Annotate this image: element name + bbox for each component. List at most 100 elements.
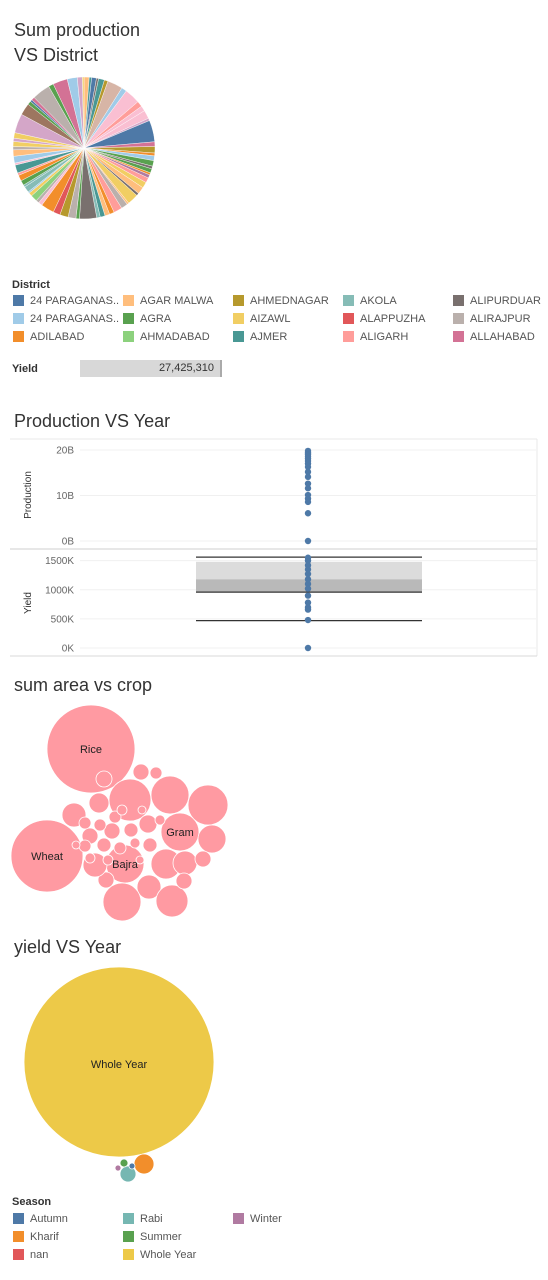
- district-legend-item[interactable]: 24 PARAGANAS..: [13, 312, 119, 326]
- district-legend-swatch: [343, 295, 354, 306]
- district-legend-item[interactable]: AKOLA: [343, 294, 397, 308]
- crop-bubble[interactable]: [89, 793, 109, 813]
- season-legend-item[interactable]: Whole Year: [123, 1248, 196, 1262]
- scatter-point[interactable]: [305, 585, 311, 591]
- crop-bubble[interactable]: [133, 764, 149, 780]
- crop-bubble[interactable]: [103, 883, 141, 921]
- y-axis-title: Yield: [23, 592, 34, 614]
- crop-bubble[interactable]: [173, 851, 197, 875]
- production-year-chart[interactable]: 20B 10B 0B Production 1500K 1000K 500K 0K Yield: [0, 438, 548, 660]
- crop-bubble[interactable]: [104, 823, 120, 839]
- crop-bubble[interactable]: [143, 838, 157, 852]
- crop-bubble[interactable]: [72, 841, 80, 849]
- season-legend-label: Autumn: [30, 1213, 68, 1225]
- district-legend-item[interactable]: AJMER: [233, 330, 287, 344]
- season-bubble[interactable]: [134, 1154, 154, 1174]
- scatter-point[interactable]: [305, 485, 311, 491]
- district-legend-item[interactable]: ALAPPUZHA: [343, 312, 425, 326]
- district-legend-swatch: [123, 313, 134, 324]
- season-legend-label: Kharif: [30, 1231, 59, 1243]
- season-legend-label: Whole Year: [140, 1249, 196, 1261]
- crop-bubble[interactable]: [139, 815, 157, 833]
- pie-title-line1: Sum production: [14, 18, 140, 43]
- crop-bubble[interactable]: [155, 815, 165, 825]
- district-legend-label: ALIGARH: [360, 331, 408, 343]
- crop-bubble[interactable]: [97, 838, 111, 852]
- crop-bubble[interactable]: [96, 771, 112, 787]
- district-legend-swatch: [343, 313, 354, 324]
- district-legend-item[interactable]: ALLAHABAD: [453, 330, 535, 344]
- season-legend-item[interactable]: Summer: [123, 1230, 182, 1244]
- district-legend-item[interactable]: 24 PARAGANAS..: [13, 294, 119, 308]
- crop-bubble[interactable]: [79, 817, 91, 829]
- crop-bubble[interactable]: [79, 840, 91, 852]
- season-legend-swatch: [233, 1213, 244, 1224]
- scatter-point[interactable]: [305, 606, 311, 612]
- district-legend-swatch: [123, 295, 134, 306]
- district-legend-swatch: [343, 331, 354, 342]
- season-legend-label: Summer: [140, 1231, 182, 1243]
- crop-bubble[interactable]: [114, 842, 126, 854]
- crop-bubble[interactable]: [130, 838, 140, 848]
- district-legend-item[interactable]: ADILABAD: [13, 330, 84, 344]
- season-legend-item[interactable]: Kharif: [13, 1230, 59, 1244]
- y-tick-label: 0K: [62, 644, 75, 655]
- district-legend-label: 24 PARAGANAS..: [30, 295, 119, 307]
- season-legend-item[interactable]: Rabi: [123, 1212, 163, 1226]
- crop-bubble[interactable]: [151, 776, 189, 814]
- district-legend-swatch: [233, 295, 244, 306]
- scatter-point[interactable]: [305, 538, 311, 544]
- district-legend-title: District: [12, 279, 50, 291]
- season-bubble-label: Whole Year: [91, 1059, 148, 1071]
- crop-bubble[interactable]: [94, 819, 106, 831]
- crop-bubble[interactable]: [198, 825, 226, 853]
- scatter-point[interactable]: [305, 645, 311, 651]
- district-legend-item[interactable]: AHMADABAD: [123, 330, 210, 344]
- crop-bubble[interactable]: [85, 853, 95, 863]
- crop-bubble[interactable]: [150, 767, 162, 779]
- crop-bubble[interactable]: [156, 885, 188, 917]
- district-legend-item[interactable]: AGAR MALWA: [123, 294, 213, 308]
- season-legend-swatch: [13, 1231, 24, 1242]
- district-legend-item[interactable]: ALIRAJPUR: [453, 312, 531, 326]
- scatter-point[interactable]: [305, 617, 311, 623]
- season-legend-item[interactable]: nan: [13, 1248, 48, 1262]
- district-legend-item[interactable]: AIZAWL: [233, 312, 291, 326]
- season-legend-item[interactable]: Winter: [233, 1212, 282, 1226]
- district-legend-item[interactable]: AHMEDNAGAR: [233, 294, 329, 308]
- yield-year-bubble-chart[interactable]: Whole Year: [0, 965, 260, 1190]
- district-legend-label: AHMEDNAGAR: [250, 295, 329, 307]
- scatter-point[interactable]: [305, 510, 311, 516]
- crop-bubble[interactable]: [188, 785, 228, 825]
- y-tick-label: 500K: [51, 614, 75, 625]
- season-bubble[interactable]: [120, 1159, 128, 1167]
- district-legend-item[interactable]: ALIPURDUAR: [453, 294, 541, 308]
- scatter-point[interactable]: [305, 499, 311, 505]
- scatter-point[interactable]: [305, 592, 311, 598]
- district-legend-swatch: [233, 313, 244, 324]
- area-crop-bubble-chart[interactable]: Rice Wheat Gram Bajra: [0, 700, 260, 930]
- crop-bubble[interactable]: [117, 805, 127, 815]
- yield-filter-slider[interactable]: 27,425,310: [80, 360, 222, 377]
- crop-bubble[interactable]: [176, 873, 192, 889]
- district-legend-swatch: [453, 295, 464, 306]
- y-tick-label: 1000K: [45, 585, 74, 596]
- crop-bubble[interactable]: [138, 806, 146, 814]
- crop-bubble[interactable]: [124, 823, 138, 837]
- crop-bubble[interactable]: [195, 851, 211, 867]
- scatter-point[interactable]: [305, 474, 311, 480]
- district-legend-label: 24 PARAGANAS..: [30, 313, 119, 325]
- season-bubble[interactable]: [115, 1165, 121, 1171]
- season-legend-item[interactable]: Autumn: [13, 1212, 68, 1226]
- season-bubble[interactable]: [129, 1163, 135, 1169]
- district-legend-label: AIZAWL: [250, 313, 291, 325]
- production-year-title: Production VS Year: [14, 409, 170, 434]
- district-pie-chart[interactable]: [0, 70, 160, 230]
- season-legend-swatch: [13, 1213, 24, 1224]
- district-legend-item[interactable]: ALIGARH: [343, 330, 408, 344]
- district-legend-label: AGAR MALWA: [140, 295, 213, 307]
- district-legend-item[interactable]: AGRA: [123, 312, 171, 326]
- yield-filter-label: Yield: [12, 363, 38, 375]
- district-legend-label: ALIPURDUAR: [470, 295, 541, 307]
- crop-bubble-label: Wheat: [31, 851, 63, 863]
